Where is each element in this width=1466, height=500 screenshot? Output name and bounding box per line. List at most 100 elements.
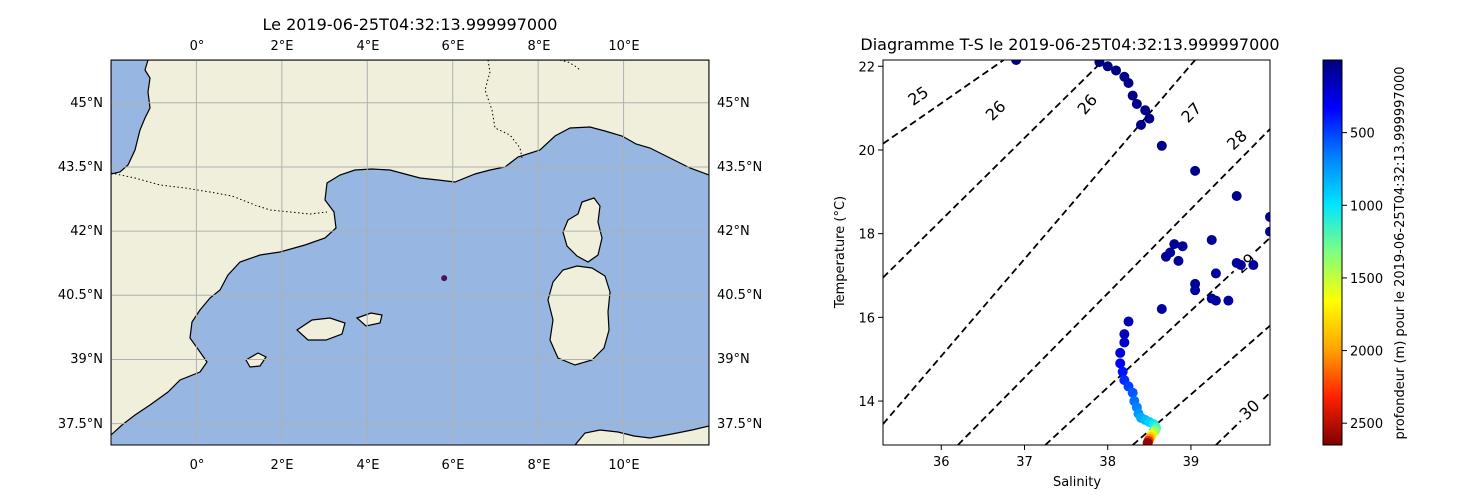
land-sardinia (547, 265, 611, 366)
cb-tick-label-2: 1500 (1350, 272, 1383, 287)
ts-plot-area (883, 60, 1270, 445)
colorbar: 500 1000 1500 2000 2500 profondeur (m) pour … (1322, 59, 1408, 446)
lat-tick-right-3: 40.5°N (717, 288, 762, 303)
ts-xtick-label-1: 37 (1016, 455, 1033, 470)
lat-tick-left-4: 39°N (70, 352, 103, 367)
isopycnal-3 (957, 128, 1270, 445)
map-frame (110, 59, 710, 446)
bay-of-biscay (111, 60, 151, 175)
ts-y-label: Temperature (°C) (833, 196, 848, 309)
ts-point-37 (1117, 366, 1128, 377)
ts-point-5 (1123, 78, 1134, 89)
lat-tick-right-4: 39°N (717, 352, 750, 367)
colorbar-bar (1322, 59, 1343, 446)
ts-point-25 (1210, 268, 1221, 279)
isopycnal-label-bg-6 (1232, 392, 1265, 425)
lat-tick-left-3: 40.5°N (58, 288, 103, 303)
ts-point-2 (1102, 61, 1113, 72)
map-lat-ticks-right: 45°N 43.5°N 42°N 40.5°N 39°N 37.5°N (717, 96, 762, 432)
ts-x-ticks: 36 37 38 39 (933, 445, 1199, 470)
lon-tick-bottom-1: 2°E (271, 458, 294, 473)
ts-point-3 (1111, 65, 1122, 76)
ts-point-24 (1235, 260, 1246, 271)
land-ibiza (245, 352, 267, 368)
ts-ytick-label-3: 20 (858, 144, 875, 159)
ts-point-8 (1140, 105, 1151, 116)
ts-point-12 (1190, 165, 1201, 176)
lat-tick-left-1: 43.5°N (58, 160, 103, 175)
border-switzerland (559, 60, 581, 71)
ts-point-33 (1119, 329, 1130, 340)
map-lon-ticks-top: 0° 2°E 4°E 6°E 8°E 10°E (190, 39, 640, 54)
ts-point-56 (1142, 437, 1153, 445)
ts-point-40 (1127, 387, 1138, 398)
lon-tick-top-3: 6°E (442, 39, 465, 54)
lat-tick-right-0: 45°N (717, 96, 750, 111)
ts-point-0 (1011, 60, 1022, 65)
float-position-marker (441, 275, 448, 282)
lat-tick-right-5: 37.5°N (717, 417, 762, 432)
ts-point-11 (1156, 140, 1167, 151)
ts-point-14 (1265, 211, 1270, 222)
lon-tick-bottom-0: 0° (190, 458, 205, 473)
ts-point-20 (1160, 251, 1171, 262)
lon-tick-top-0: 0° (190, 39, 205, 54)
ts-point-21 (1173, 255, 1184, 266)
lon-tick-bottom-2: 4°E (357, 458, 380, 473)
colorbar-label: profondeur (m) pour le 2019-06-25T04:32:… (1393, 66, 1408, 439)
ts-point-34 (1119, 337, 1130, 348)
ts-point-27 (1190, 285, 1201, 296)
land-tunisia (574, 425, 709, 445)
ts-point-15 (1265, 226, 1270, 237)
cb-tick-label-4: 2500 (1350, 417, 1383, 432)
ts-frame (882, 59, 1271, 446)
land-group (111, 60, 709, 445)
lat-tick-left-5: 37.5°N (58, 417, 103, 432)
lon-tick-bottom-5: 10°E (608, 458, 639, 473)
ts-panel: Diagramme T-S le 2019-06-25T04:32:13.999… (833, 35, 1280, 490)
ts-point-29 (1210, 295, 1221, 306)
cb-tick-label-0: 500 (1350, 127, 1375, 142)
ts-xtick-label-3: 39 (1183, 455, 1200, 470)
lon-tick-top-1: 2°E (271, 39, 294, 54)
lat-tick-left-0: 45°N (70, 96, 103, 111)
ts-x-label: Salinity (1053, 475, 1101, 490)
lon-tick-top-2: 4°E (357, 39, 380, 54)
ts-ytick-label-1: 16 (858, 311, 875, 326)
lat-tick-right-2: 42°N (717, 224, 750, 239)
isopycnal-5 (1132, 325, 1270, 445)
ts-ytick-label-2: 18 (858, 228, 875, 243)
ts-title: Diagramme T-S le 2019-06-25T04:32:13.999… (860, 35, 1279, 54)
land-europe (111, 60, 709, 436)
isopycnal-label-bg-4 (1219, 122, 1253, 155)
colorbar-ticks: 500 1000 1500 2000 2500 (1342, 127, 1383, 432)
ts-point-17 (1169, 239, 1180, 250)
lon-tick-top-5: 10°E (608, 39, 639, 54)
ts-point-9 (1144, 113, 1155, 124)
lon-tick-bottom-4: 8°E (528, 458, 551, 473)
ts-point-1 (1094, 60, 1105, 68)
ts-point-35 (1115, 347, 1126, 358)
isopycnal-0 (883, 60, 1005, 145)
isopycnal-4 (1044, 237, 1270, 445)
cb-tick-label-3: 2000 (1350, 345, 1383, 360)
ts-point-23 (1248, 260, 1259, 271)
ts-xtick-label-2: 38 (1099, 455, 1116, 470)
ts-point-13 (1231, 191, 1242, 202)
ts-point-10 (1136, 119, 1146, 130)
border-france-italy (484, 60, 523, 159)
isopycnal-label-bg-0 (900, 79, 935, 111)
ts-point-6 (1127, 90, 1138, 101)
cb-tick-label-1: 1000 (1350, 199, 1383, 214)
ts-point-32 (1123, 316, 1134, 327)
ts-xtick-label-0: 36 (933, 455, 950, 470)
ts-point-7 (1131, 98, 1142, 109)
ts-ytick-label-4: 22 (858, 60, 875, 75)
isopycnal-label-bg-3 (1173, 95, 1207, 128)
lat-tick-right-1: 43.5°N (717, 160, 762, 175)
ts-point-18 (1177, 241, 1188, 252)
isopycnal-1 (883, 60, 1105, 279)
ts-point-31 (1156, 303, 1167, 314)
map-panel: Le 2019-06-25T04:32:13.999997000 (58, 15, 762, 473)
